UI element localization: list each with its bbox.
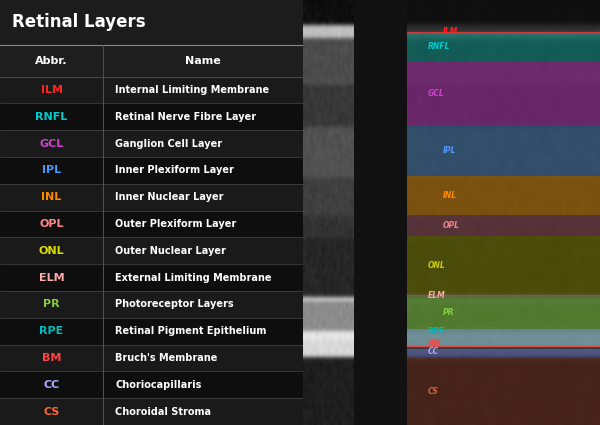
Text: PR: PR (43, 299, 60, 309)
Text: Inner Nuclear Layer: Inner Nuclear Layer (115, 192, 224, 202)
Bar (407, 348, 600, 357)
Text: ILM: ILM (443, 27, 458, 37)
Text: Outer Nuclear Layer: Outer Nuclear Layer (115, 246, 226, 256)
Text: IPL: IPL (443, 146, 456, 156)
Bar (407, 295, 600, 329)
Text: OPL: OPL (443, 221, 460, 230)
Bar (0, 264, 303, 291)
Text: Abbr.: Abbr. (35, 56, 68, 65)
Text: GCL: GCL (40, 139, 64, 148)
Bar (407, 357, 600, 425)
Text: CC: CC (43, 380, 59, 390)
Bar (0, 345, 303, 371)
Text: Outer Plexiform Layer: Outer Plexiform Layer (115, 219, 236, 229)
Text: Bruch's Membrane: Bruch's Membrane (115, 353, 218, 363)
Text: ELM: ELM (428, 291, 445, 300)
Bar (0, 130, 303, 157)
Text: ONL: ONL (428, 261, 445, 270)
Bar (0, 291, 303, 318)
Bar (0, 184, 303, 210)
Bar (407, 176, 600, 215)
Text: IPL: IPL (42, 165, 61, 176)
Bar (407, 329, 600, 346)
Text: Retinal Pigment Epithelium: Retinal Pigment Epithelium (115, 326, 266, 336)
Text: External Limiting Membrane: External Limiting Membrane (115, 272, 272, 283)
Text: Ganglion Cell Layer: Ganglion Cell Layer (115, 139, 222, 148)
Bar (407, 62, 600, 125)
Bar (407, 215, 600, 236)
Text: GCL: GCL (428, 89, 445, 98)
Bar (0, 318, 303, 345)
Text: BM: BM (42, 353, 61, 363)
Bar (0, 237, 303, 264)
Text: Retinal Nerve Fibre Layer: Retinal Nerve Fibre Layer (115, 112, 256, 122)
Text: CS: CS (43, 407, 59, 416)
Text: BM: BM (428, 339, 441, 348)
Bar (0, 103, 303, 130)
Text: Photoreceptor Layers: Photoreceptor Layers (115, 299, 234, 309)
Text: Name: Name (185, 56, 221, 65)
Bar (0, 45, 303, 76)
Bar (0, 157, 303, 184)
Text: Choroidal Stroma: Choroidal Stroma (115, 407, 211, 416)
Bar (0, 398, 303, 425)
Bar (407, 236, 600, 295)
Text: ONL: ONL (38, 246, 64, 256)
Text: OPL: OPL (39, 219, 64, 229)
Text: PR: PR (443, 308, 454, 317)
Bar (0, 210, 303, 237)
Text: RNFL: RNFL (35, 112, 68, 122)
Bar (407, 32, 600, 62)
Text: INL: INL (443, 191, 457, 200)
Text: Choriocapillaris: Choriocapillaris (115, 380, 202, 390)
Bar (0, 76, 303, 103)
Text: RPE: RPE (428, 327, 445, 336)
Bar (407, 125, 600, 176)
Text: INL: INL (41, 192, 62, 202)
Text: CS: CS (428, 386, 439, 396)
Bar (0, 0, 303, 45)
Text: CC: CC (428, 346, 439, 356)
Text: ILM: ILM (41, 85, 62, 95)
Text: Inner Plexiform Layer: Inner Plexiform Layer (115, 165, 234, 176)
Text: ELM: ELM (38, 272, 64, 283)
Text: Retinal Layers: Retinal Layers (12, 13, 146, 31)
Bar (0, 371, 303, 398)
Text: Internal Limiting Membrane: Internal Limiting Membrane (115, 85, 269, 95)
Text: RPE: RPE (40, 326, 64, 336)
Text: RNFL: RNFL (428, 42, 450, 51)
